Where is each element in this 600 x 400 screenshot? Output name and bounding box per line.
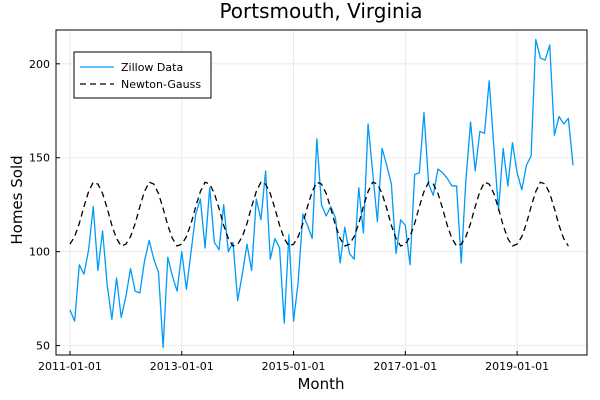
x-tick-label: 2017-01-01 — [373, 360, 437, 373]
y-tick-label: 150 — [29, 152, 50, 165]
chart-title: Portsmouth, Virginia — [219, 0, 422, 23]
y-tick-label: 50 — [36, 340, 50, 353]
series-line-zillow-data — [69, 38, 574, 349]
x-axis-label: Month — [297, 375, 344, 393]
series-layer — [69, 38, 574, 349]
y-tick-label: 200 — [29, 58, 50, 71]
x-tick-label: 2011-01-01 — [38, 360, 102, 373]
y-tick-label: 100 — [29, 246, 50, 259]
legend-box — [73, 51, 212, 99]
legend-label-newton: Newton-Gauss — [121, 78, 201, 91]
x-tick-label: 2019-01-01 — [485, 360, 549, 373]
plot-frame — [55, 29, 588, 356]
series-line-newton-gauss — [69, 181, 569, 247]
legend: Zillow Data Newton-Gauss — [73, 51, 212, 99]
x-tick-label: 2015-01-01 — [262, 360, 326, 373]
x-tick-label: 2013-01-01 — [150, 360, 214, 373]
axis-ticks: 50 100 150 200 2011-01-01 2013-01-01 2015-01-0… — [29, 58, 549, 373]
y-axis-label: Homes Sold — [8, 155, 26, 244]
legend-label-zillow: Zillow Data — [121, 61, 183, 74]
